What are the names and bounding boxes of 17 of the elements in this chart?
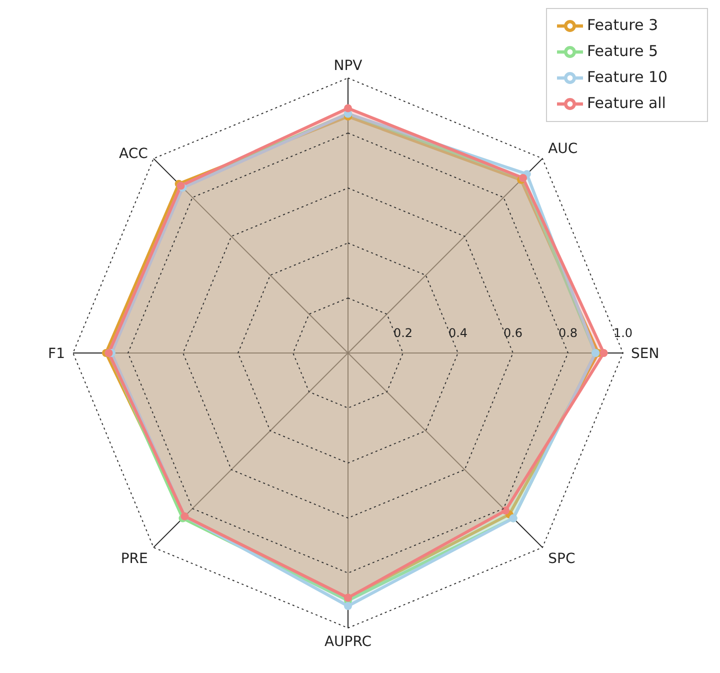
y-tick-label: 0.8 [558, 326, 578, 340]
y-tick-label: 0.4 [448, 326, 468, 340]
legend-label: Feature 3 [587, 16, 658, 34]
spoke-label: NPV [334, 58, 363, 74]
spoke-label: AUC [548, 140, 578, 157]
spoke-label: F1 [48, 346, 65, 362]
spoke-label: ACC [119, 146, 148, 162]
legend-label: Feature all [587, 94, 666, 112]
spoke-label: SEN [631, 346, 660, 362]
y-tick-label: 0.2 [393, 326, 413, 340]
spoke-label: PRE [120, 551, 148, 568]
legend-label: Feature 10 [587, 68, 668, 86]
spoke-label: SPC [548, 551, 576, 568]
y-tick-label: 1.0 [613, 326, 633, 340]
y-tick-label: 0.6 [503, 326, 523, 340]
spoke-label: AUPRC [324, 634, 372, 650]
legend-label: Feature 5 [587, 42, 658, 60]
